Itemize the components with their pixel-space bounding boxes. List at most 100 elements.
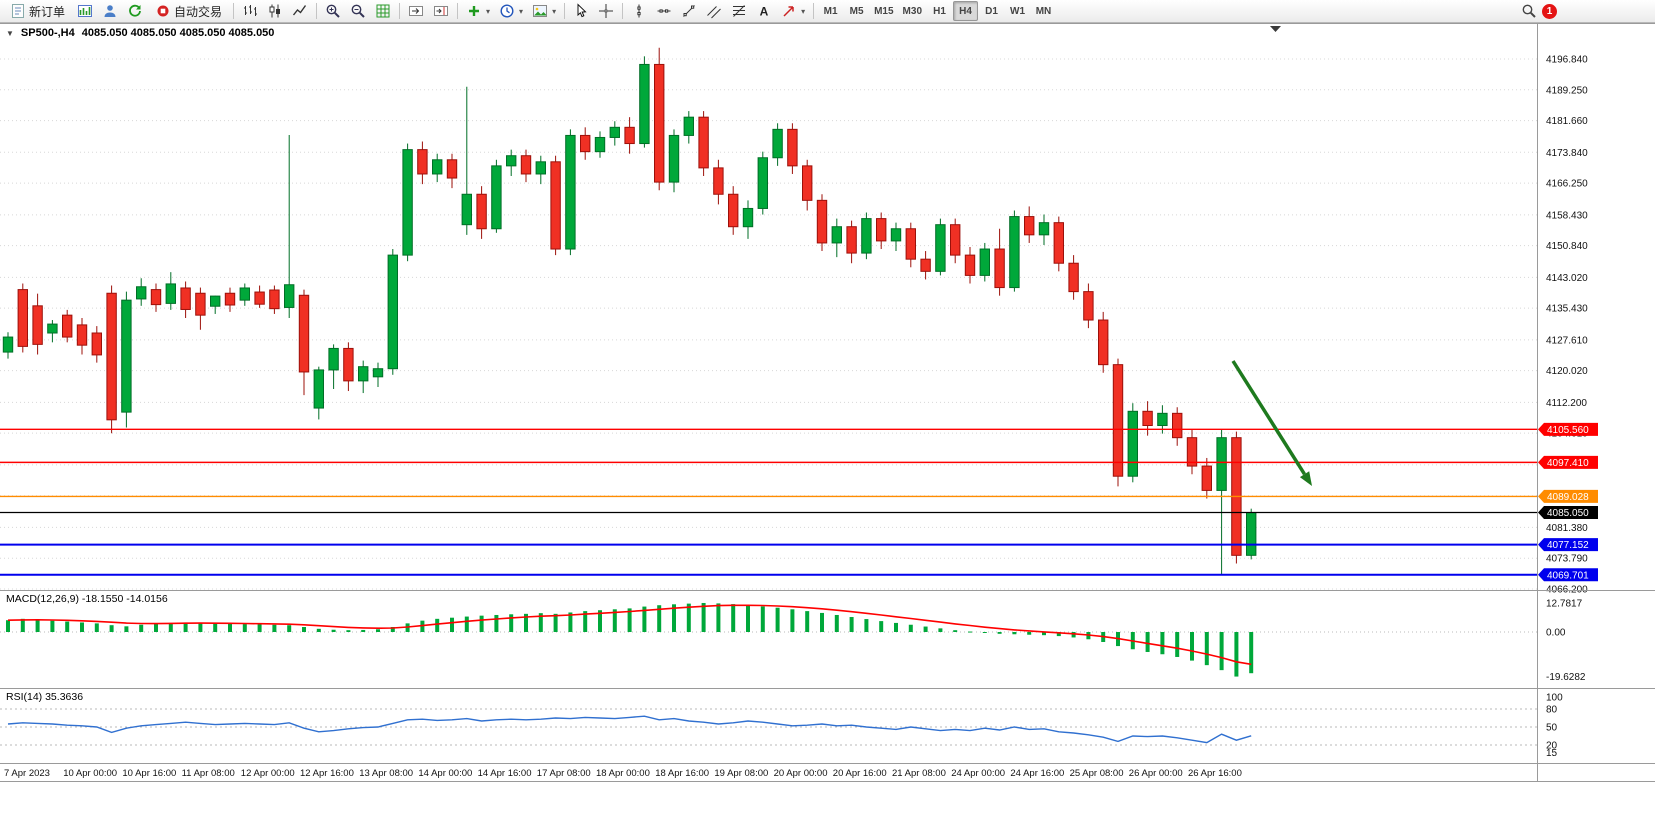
svg-text:4173.840: 4173.840 (1546, 148, 1588, 159)
candlestick-chart-button[interactable] (263, 1, 287, 21)
candle-body (935, 224, 946, 272)
candle-body (861, 218, 872, 254)
candle-body (165, 283, 177, 304)
grid-button[interactable] (371, 1, 395, 21)
candle-body (639, 63, 650, 145)
search-button[interactable] (1517, 1, 1541, 21)
zoom-in-icon (325, 3, 341, 19)
candle-body (565, 134, 576, 250)
channel-button[interactable] (702, 1, 726, 21)
toolbar-separator (813, 3, 815, 19)
toolbar-separator (622, 3, 624, 19)
trend-arrow-head[interactable] (1299, 471, 1312, 486)
candle-body (106, 292, 117, 421)
zoom-out-button[interactable] (346, 1, 370, 21)
candle-body (372, 368, 384, 378)
horizontal-line-button[interactable] (652, 1, 676, 21)
candle-body (1083, 291, 1094, 321)
time-label: 13 Apr 08:00 (359, 768, 413, 779)
timeframe-m30-button[interactable]: M30 (902, 5, 922, 17)
candle-body (580, 134, 591, 153)
svg-text:4077.152: 4077.152 (1547, 540, 1589, 551)
trend-arrow-annotation[interactable] (1231, 360, 1306, 476)
candle-body (683, 116, 694, 136)
time-label: 20 Apr 00:00 (774, 768, 828, 779)
fibonacci-button[interactable] (727, 1, 751, 21)
candle-body (905, 228, 916, 260)
candle-body (1216, 437, 1227, 491)
auto-trading-button[interactable]: 自动交易 (148, 1, 229, 21)
svg-text:4135.430: 4135.430 (1546, 304, 1588, 315)
candlestick-series (2, 47, 1257, 575)
candle-body (535, 161, 546, 175)
templates-button[interactable]: ▾ (528, 1, 560, 21)
chevron-down-icon: ▾ (801, 6, 806, 16)
timeframe-m1-button[interactable]: M1 (823, 5, 838, 17)
time-axis[interactable]: 7 Apr 2023 10 Apr 00:00 10 Apr 16:00 11 Apr… (4, 768, 1242, 779)
line-chart-button[interactable] (288, 1, 312, 21)
svg-text:4181.660: 4181.660 (1546, 116, 1588, 127)
candle-body (1098, 319, 1109, 366)
candle-body (313, 369, 325, 409)
search-icon (1521, 3, 1537, 19)
candlestick-icon (267, 3, 283, 19)
indicators-button[interactable]: ▾ (462, 1, 494, 21)
timeframe-w1-button[interactable]: W1 (1010, 5, 1025, 17)
arrows-button[interactable]: ▾ (777, 1, 809, 21)
candle-body (224, 292, 236, 306)
time-label: 10 Apr 16:00 (122, 768, 176, 779)
periods-button[interactable]: ▾ (495, 1, 527, 21)
timeframe-mn-button[interactable]: MN (1035, 5, 1052, 17)
new-order-button[interactable]: 新订单 (3, 1, 72, 21)
time-label: 26 Apr 00:00 (1129, 768, 1183, 779)
autotrade-icon (155, 3, 171, 19)
timeframe-d1-button[interactable]: D1 (985, 5, 998, 17)
candle-body (757, 157, 768, 209)
candle-body (890, 228, 902, 242)
timeframe-m5-button[interactable]: M5 (849, 5, 864, 17)
refresh-button[interactable] (123, 1, 147, 21)
crosshair-button[interactable] (594, 1, 618, 21)
chart-shift-button[interactable] (429, 1, 453, 21)
chart-shift-marker[interactable] (1270, 26, 1281, 32)
vertical-line-icon (631, 3, 647, 19)
vertical-line-button[interactable] (627, 1, 651, 21)
svg-text:4097.410: 4097.410 (1547, 458, 1589, 469)
text-button[interactable]: A (752, 1, 776, 21)
profiles-button[interactable] (98, 1, 122, 21)
candle-body (210, 295, 221, 307)
cursor-icon (573, 3, 589, 19)
trendline-icon (681, 3, 697, 19)
one-click-trading-toggle-icon[interactable]: ▼ (6, 28, 14, 38)
time-label: 14 Apr 00:00 (418, 768, 472, 779)
candle-body (343, 347, 354, 382)
bar-chart-button[interactable] (238, 1, 262, 21)
notification-badge[interactable]: 1 (1542, 3, 1557, 19)
trendline-button[interactable] (677, 1, 701, 21)
candle-body (402, 149, 413, 256)
template-icon (532, 3, 548, 19)
time-label: 25 Apr 08:00 (1070, 768, 1124, 779)
cursor-button[interactable] (569, 1, 593, 21)
refresh-icon (127, 3, 143, 19)
time-label: 21 Apr 08:00 (892, 768, 946, 779)
candle-body (876, 218, 887, 242)
text-icon: A (756, 3, 772, 19)
svg-text:4166.250: 4166.250 (1546, 179, 1588, 190)
auto-scroll-button[interactable] (404, 1, 428, 21)
new-chart-button[interactable] (73, 1, 97, 21)
svg-text:4081.380: 4081.380 (1546, 523, 1588, 534)
candle-body (1201, 465, 1212, 491)
svg-text:4127.610: 4127.610 (1546, 335, 1588, 346)
timeframe-m15-button[interactable]: M15 (874, 5, 894, 17)
zoom-in-button[interactable] (321, 1, 345, 21)
macd-signal-line (7, 604, 1252, 666)
timeframe-h1-button[interactable]: H1 (933, 5, 946, 17)
candle-body (2, 336, 14, 353)
timeframe-h4-button[interactable]: H4 (953, 1, 978, 21)
time-label: 20 Apr 16:00 (833, 768, 887, 779)
price-tag-4085.050: 4085.050 (1538, 506, 1598, 520)
candle-body (32, 305, 43, 345)
